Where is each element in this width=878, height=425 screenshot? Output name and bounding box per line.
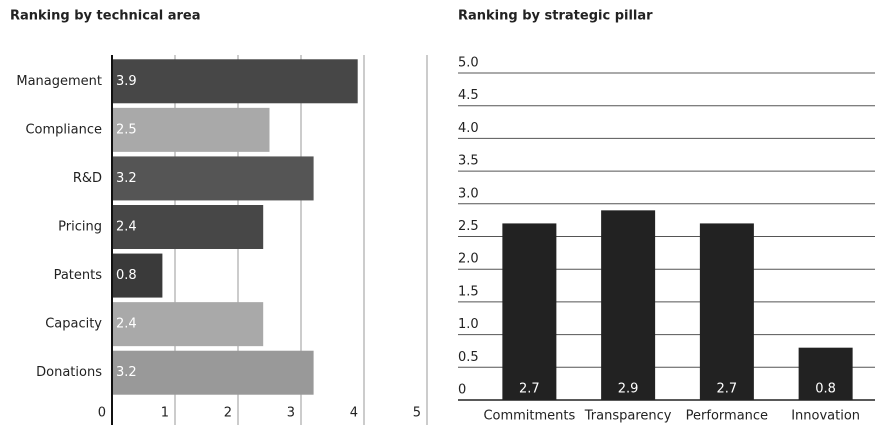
bar [112, 156, 314, 201]
value-label: 0.8 [116, 268, 137, 283]
x-tick-label: 3 [287, 406, 295, 421]
bar [502, 223, 557, 400]
y-tick-label: 5.0 [458, 56, 479, 71]
value-label: 3.2 [116, 365, 137, 380]
value-label: 2.4 [116, 220, 137, 235]
bar [112, 302, 264, 347]
x-tick-label: 1 [161, 406, 169, 421]
x-tick-label: Performance [686, 409, 768, 424]
y-tick-label: 1.0 [458, 317, 479, 332]
x-tick-label: 4 [350, 406, 358, 421]
y-tick-label: 4.0 [458, 121, 479, 136]
value-label: 3.2 [116, 171, 137, 186]
bar [112, 253, 163, 298]
x-tick-label: 2 [224, 406, 232, 421]
y-tick-label: Capacity [45, 317, 102, 332]
bar [699, 223, 754, 400]
y-tick-label: 3.5 [458, 154, 479, 169]
chart-title: Ranking by technical area [10, 9, 200, 24]
y-tick-label: Pricing [58, 220, 102, 235]
bar [112, 59, 358, 104]
y-tick-label: Donations [36, 365, 102, 380]
x-tick-label: 5 [413, 406, 421, 421]
y-tick-label: 0.5 [458, 350, 479, 365]
y-tick-label: Management [16, 74, 102, 89]
y-tick-label: 0 [458, 383, 466, 398]
x-tick-label: Commitments [483, 409, 575, 424]
value-label: 3.9 [116, 74, 137, 89]
value-label: 2.7 [519, 382, 540, 397]
x-tick-label: 0 [98, 406, 106, 421]
y-tick-label: 1.5 [458, 284, 479, 299]
value-label: 2.4 [116, 317, 137, 332]
value-label: 2.9 [618, 382, 639, 397]
value-label: 2.7 [717, 382, 738, 397]
y-tick-label: 2.0 [458, 252, 479, 267]
value-label: 2.5 [116, 122, 137, 137]
y-tick-label: Patents [54, 268, 103, 283]
bar [798, 347, 853, 400]
x-tick-label: Transparency [584, 409, 672, 424]
bar [112, 350, 314, 395]
bar [601, 210, 656, 400]
y-tick-label: Compliance [25, 122, 102, 137]
y-tick-label: 3.0 [458, 186, 479, 201]
x-tick-label: Innovation [791, 409, 860, 424]
bar [112, 107, 270, 152]
y-tick-label: R&D [73, 171, 102, 186]
value-label: 0.8 [815, 382, 836, 397]
y-tick-label: 4.5 [458, 88, 479, 103]
chart-title: Ranking by strategic pillar [458, 9, 653, 24]
bar [112, 205, 264, 249]
y-tick-label: 2.5 [458, 219, 479, 234]
